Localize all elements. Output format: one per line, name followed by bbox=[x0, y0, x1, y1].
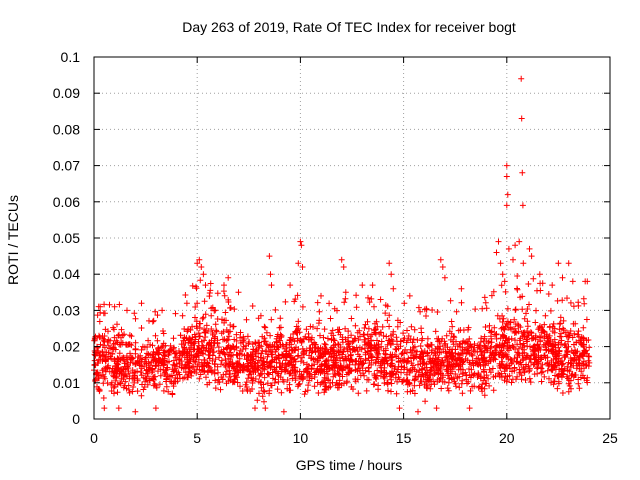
y-tick-label: 0.08 bbox=[53, 121, 80, 137]
y-tick-label: 0.1 bbox=[61, 49, 81, 65]
grid-lines bbox=[94, 57, 610, 419]
y-tick-label: 0.02 bbox=[53, 339, 80, 355]
x-tick-label: 25 bbox=[602, 430, 618, 446]
y-tick-label: 0.05 bbox=[53, 230, 80, 246]
x-tick-label: 0 bbox=[90, 430, 98, 446]
roti-markers bbox=[91, 75, 593, 415]
y-tick-label: 0.06 bbox=[53, 194, 80, 210]
y-tick-label: 0.04 bbox=[53, 266, 80, 282]
data-points bbox=[91, 75, 593, 415]
y-tick-label: 0.03 bbox=[53, 302, 80, 318]
y-tick-label: 0.01 bbox=[53, 375, 80, 391]
x-tick-label: 10 bbox=[293, 430, 309, 446]
axis-ticks: 0 0.01 0.02 0.03 0.04 0.05 0.06 0.07 0.08 0.09 0.1… bbox=[53, 49, 618, 446]
y-axis-label: ROTI / TECUs bbox=[5, 195, 21, 285]
x-axis-label: GPS time / hours bbox=[296, 457, 403, 473]
chart-title: Day 263 of 2019, Rate Of TEC Index for r… bbox=[182, 19, 516, 35]
y-tick-label: 0 bbox=[72, 411, 80, 427]
y-tick-label: 0.07 bbox=[53, 158, 80, 174]
x-tick-label: 20 bbox=[499, 430, 515, 446]
x-tick-label: 15 bbox=[396, 430, 412, 446]
x-tick-label: 5 bbox=[193, 430, 201, 446]
y-tick-label: 0.09 bbox=[53, 85, 80, 101]
